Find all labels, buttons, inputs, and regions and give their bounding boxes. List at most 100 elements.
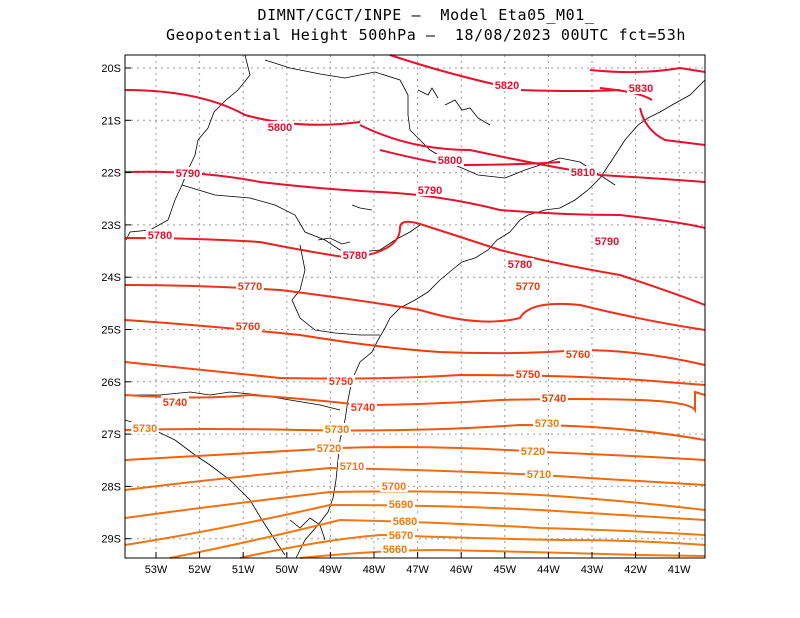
lat-label: 28S <box>101 481 121 493</box>
contour-label: 5810 <box>571 167 595 179</box>
contour-label-bg <box>323 423 351 435</box>
contour-label-bg <box>391 515 419 527</box>
lon-label: 49W <box>319 564 342 576</box>
border-mg-sp <box>264 59 526 179</box>
contour-label-bg <box>380 480 408 492</box>
reservoir <box>351 204 373 211</box>
contour-label: 5800 <box>438 155 462 167</box>
border-rj <box>524 157 616 186</box>
reservoir <box>317 237 351 245</box>
contour-5660 <box>299 548 706 559</box>
contour-label: 5730 <box>133 423 157 435</box>
contour-label-bg <box>146 229 174 241</box>
contour-label-bg <box>266 121 294 133</box>
contour-label-bg <box>131 422 159 434</box>
contour-5740 <box>124 390 706 414</box>
lon-label: 48W <box>363 564 386 576</box>
lat-label: 22S <box>101 168 121 180</box>
contour-label: 5660 <box>383 544 407 556</box>
lat-label: 24S <box>101 272 121 284</box>
contour-5780 <box>124 220 706 306</box>
lon-label: 50W <box>275 564 298 576</box>
border-ar <box>124 419 286 556</box>
lat-label: 29S <box>101 534 121 546</box>
contour-5680 <box>169 518 706 559</box>
contour-label: 5750 <box>329 376 353 388</box>
contour-label: 5670 <box>389 530 413 542</box>
contour-label-bg <box>315 442 343 454</box>
contour-label-bg <box>381 543 409 555</box>
contour-label: 5770 <box>238 281 262 293</box>
contour-label-bg <box>341 249 369 261</box>
contour-label-bg <box>564 348 592 360</box>
contour-label: 5710 <box>340 461 364 473</box>
contour-label: 5740 <box>351 402 375 414</box>
contour-label: 5790 <box>176 168 200 180</box>
lat-label: 26S <box>101 377 121 389</box>
reservoir <box>444 99 491 126</box>
contour-5830 <box>589 66 706 74</box>
contour-label-bg <box>338 460 366 472</box>
plot-frame <box>124 54 706 559</box>
contour-5800 <box>124 89 361 126</box>
contour-label-bg <box>525 468 553 480</box>
contour-label: 5790 <box>595 236 619 248</box>
lon-label: 53W <box>145 564 168 576</box>
contour-label: 5820 <box>495 80 519 92</box>
lon-label: 51W <box>232 564 255 576</box>
contour-label-bg <box>593 235 621 247</box>
contour-5690 <box>124 503 706 546</box>
contour-label-bg <box>234 320 262 332</box>
grid-lines <box>125 55 705 558</box>
contour-5670 <box>239 533 706 559</box>
contour-label: 5720 <box>317 443 341 455</box>
contour-label-bg <box>540 392 568 404</box>
lon-label: 43W <box>581 564 604 576</box>
lon-label: 46W <box>450 564 473 576</box>
contour-label: 5780 <box>148 230 172 242</box>
contour-label: 5710 <box>527 469 551 481</box>
contour-label-bg <box>519 445 547 457</box>
border-pr-sp <box>181 184 421 253</box>
lon-label: 45W <box>493 564 516 576</box>
contour-label: 5770 <box>516 281 540 293</box>
contour-lines <box>124 54 706 559</box>
contour-5700 <box>124 490 706 519</box>
contour-5730 <box>124 423 706 441</box>
contour-label: 5720 <box>521 446 545 458</box>
border-ms-sp <box>181 54 251 186</box>
contour-5710 <box>124 466 706 491</box>
contour-label-bg <box>236 280 264 292</box>
contour-label: 5730 <box>535 418 559 430</box>
lat-label: 25S <box>101 325 121 337</box>
lon-label: 44W <box>537 564 560 576</box>
contour-label: 5750 <box>516 369 540 381</box>
title-line-2: Geopotential Height 500hPa — 18/08/2023 … <box>165 26 687 44</box>
lon-label: 47W <box>406 564 429 576</box>
contour-label: 5790 <box>418 185 442 197</box>
lat-label: 20S <box>101 63 121 75</box>
contour-label-bg <box>327 375 355 387</box>
contour-label: 5700 <box>382 481 406 493</box>
contour-5760 <box>124 319 706 366</box>
contour-label-bg <box>569 166 597 178</box>
border-py <box>125 184 183 241</box>
contour-label-bg <box>349 401 377 413</box>
contour-5830c <box>639 107 706 146</box>
contour-label-bg <box>416 184 444 196</box>
lat-label: 27S <box>101 429 121 441</box>
contour-5790 <box>124 170 706 229</box>
border-pr-sc <box>291 244 380 336</box>
contour-label-bg <box>436 154 464 166</box>
coastline-borders <box>124 54 706 559</box>
contour-label: 5780 <box>343 250 367 262</box>
contour-5770 <box>124 284 706 331</box>
contour-label: 5740 <box>163 397 187 409</box>
contour-5750 <box>124 361 706 386</box>
contour-label: 5760 <box>566 349 590 361</box>
contour-label: 5830 <box>629 83 653 95</box>
lagoon <box>289 517 326 541</box>
contour-label-bg <box>161 396 189 408</box>
lon-label: 42W <box>624 564 647 576</box>
